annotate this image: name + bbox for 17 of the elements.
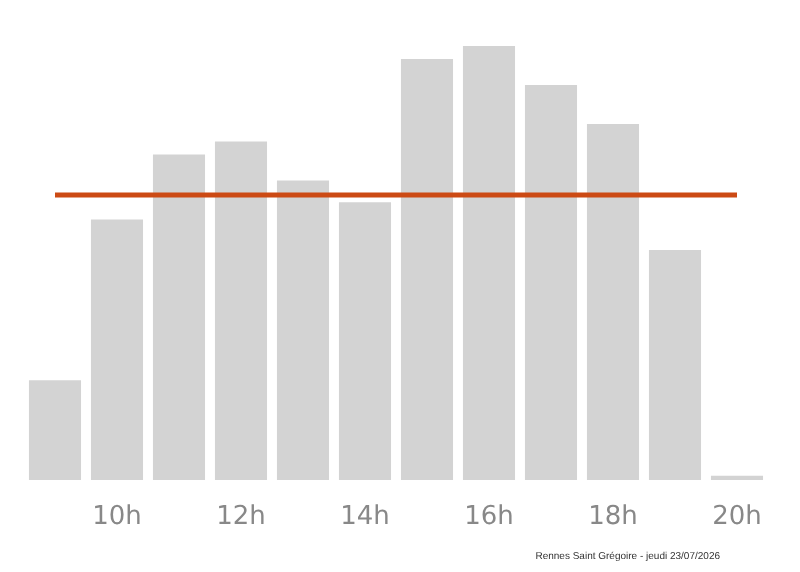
bar	[400, 59, 454, 480]
bar	[90, 219, 144, 480]
bar	[462, 46, 516, 480]
bar	[648, 249, 702, 480]
bar	[28, 380, 82, 480]
bar	[524, 85, 578, 480]
x-tick-label: 14h	[340, 502, 390, 532]
bar	[152, 154, 206, 480]
x-tick-label: 10h	[92, 502, 142, 532]
bar	[338, 202, 392, 480]
x-tick-label: 12h	[216, 502, 266, 532]
x-tick-label: 20h	[712, 502, 762, 532]
bar	[586, 124, 640, 480]
bar	[276, 180, 330, 480]
x-tick-label: 18h	[588, 502, 638, 532]
x-tick-label: 16h	[464, 502, 514, 532]
bar	[214, 141, 268, 480]
